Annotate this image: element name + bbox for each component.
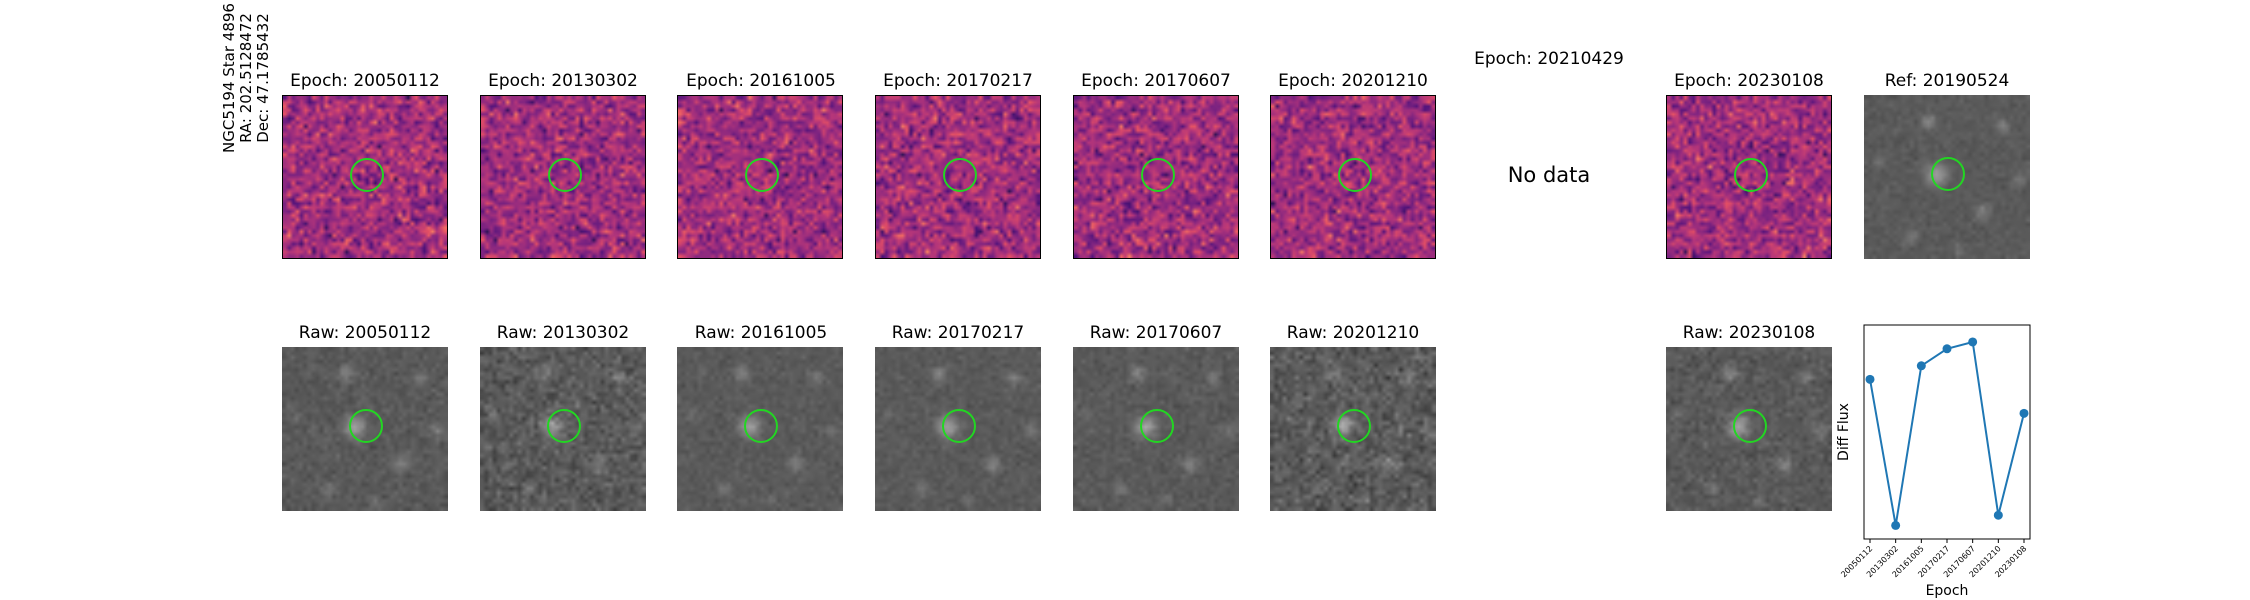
target-circle	[1338, 158, 1372, 192]
diff-image-tile-4[interactable]	[875, 95, 1041, 259]
target-circle	[548, 158, 582, 192]
star-info: NGC5194 Star 4896 RA: 202.5128472 Dec: 4…	[220, 0, 281, 178]
data-point	[2019, 408, 2029, 418]
no-data-label: No data	[1507, 163, 1591, 187]
target-circle	[943, 158, 977, 192]
target-circle	[1733, 409, 1767, 443]
target-circle	[1931, 157, 1965, 191]
plot-frame	[1863, 324, 2031, 540]
raw-title-4: Raw: 20170217	[891, 323, 1025, 343]
x-axis-label: Epoch	[1926, 583, 1969, 599]
raw-image-tile-2[interactable]	[480, 347, 646, 511]
diff-image-tile-2[interactable]	[480, 95, 646, 259]
target-circle	[1140, 409, 1174, 443]
target-circle	[350, 158, 384, 192]
raw-image-tile-4[interactable]	[875, 347, 1041, 511]
target-circle	[1141, 158, 1175, 192]
diff-title-7: Epoch: 20210429	[1474, 49, 1624, 69]
diff-image-tile-1[interactable]	[282, 95, 448, 259]
diff-image-tile-5[interactable]	[1073, 95, 1239, 259]
diff-flux-chart: 2005011220130302201610052017021720170607…	[1836, 324, 2031, 599]
raw-image-tile-6[interactable]	[1270, 347, 1436, 511]
diff-image-tile-3[interactable]	[677, 95, 843, 259]
data-point	[1916, 361, 1926, 371]
target-circle	[942, 409, 976, 443]
diff-title-5: Epoch: 20170607	[1081, 71, 1231, 91]
raw-title-2: Raw: 20130302	[496, 323, 630, 343]
raw-title-7: Raw: 20230108	[1682, 323, 1816, 343]
diff-title-8: Epoch: 20230108	[1674, 71, 1824, 91]
raw-title-1: Raw: 20050112	[298, 323, 432, 343]
target-circle	[349, 409, 383, 443]
ref-title: Ref: 20190524	[1884, 71, 2010, 91]
star-name: NGC5194 Star 4896	[220, 3, 238, 153]
target-circle	[744, 409, 778, 443]
diff-title-3: Epoch: 20161005	[686, 71, 836, 91]
data-point	[1968, 337, 1978, 347]
diff-title-6: Epoch: 20201210	[1278, 71, 1428, 91]
diff-title-1: Epoch: 20050112	[290, 71, 440, 91]
raw-title-3: Raw: 20161005	[694, 323, 828, 343]
data-point	[1993, 510, 2003, 520]
y-axis-label: Diff Flux	[1836, 403, 1852, 461]
raw-title-6: Raw: 20201210	[1286, 323, 1420, 343]
diff-title-4: Epoch: 20170217	[883, 71, 1033, 91]
diff-image-tile-8[interactable]	[1666, 95, 1832, 259]
diff-flux-points	[1865, 337, 2029, 530]
diff-title-2: Epoch: 20130302	[488, 71, 638, 91]
diff-image-tile-6[interactable]	[1270, 95, 1436, 259]
target-circle	[745, 158, 779, 192]
target-circle	[547, 409, 581, 443]
raw-image-tile-5[interactable]	[1073, 347, 1239, 511]
raw-image-tile-7[interactable]	[1666, 347, 1832, 511]
data-point	[1865, 374, 1875, 384]
x-ticks: 2005011220130302201610052017021720170607…	[1839, 539, 2028, 579]
star-ra: RA: 202.5128472	[237, 13, 255, 143]
star-dec: Dec: 47.1785432	[254, 13, 272, 143]
raw-title-5: Raw: 20170607	[1089, 323, 1223, 343]
raw-image-tile-3[interactable]	[677, 347, 843, 511]
target-circle	[1734, 158, 1768, 192]
target-circle	[1337, 409, 1371, 443]
data-point	[1942, 344, 1952, 354]
ref-image-tile[interactable]	[1864, 95, 2030, 259]
raw-image-tile-1[interactable]	[282, 347, 448, 511]
data-point	[1891, 520, 1901, 530]
